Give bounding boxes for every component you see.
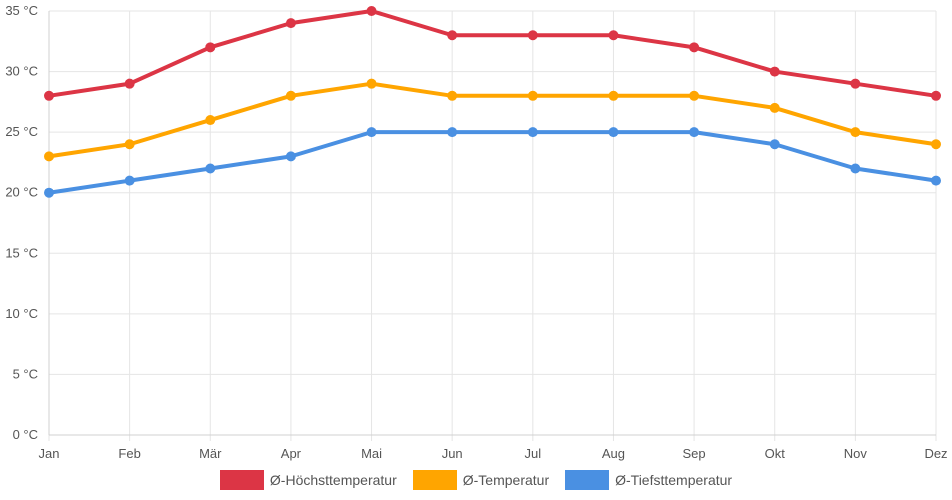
- legend-label: Ø-Tiefsttemperatur: [615, 472, 733, 488]
- data-point: [44, 187, 54, 198]
- data-point: [447, 30, 458, 41]
- legend-item[interactable]: Ø-Tiefsttemperatur: [565, 470, 732, 490]
- series-line-1: [47, 81, 938, 159]
- data-point: [931, 90, 941, 101]
- x-tick-label: Sep: [683, 446, 706, 461]
- data-point: [608, 30, 619, 41]
- x-tick-label: Jan: [39, 446, 60, 461]
- data-point: [285, 151, 296, 162]
- data-point: [366, 127, 377, 138]
- data-point: [527, 30, 538, 41]
- data-point: [205, 115, 216, 126]
- data-point: [124, 175, 135, 186]
- data-point: [124, 139, 135, 150]
- y-tick-label: 5 °C: [13, 366, 38, 381]
- data-point: [447, 127, 458, 138]
- data-point: [285, 90, 296, 101]
- data-point: [44, 151, 54, 162]
- data-point: [850, 163, 861, 174]
- data-point: [608, 90, 619, 101]
- y-tick-label: 25 °C: [5, 124, 38, 139]
- data-point: [769, 66, 780, 77]
- legend-swatch: [219, 470, 264, 490]
- data-point: [447, 90, 458, 101]
- x-tick-label: Okt: [765, 446, 786, 461]
- y-tick-label: 20 °C: [5, 185, 38, 200]
- x-tick-label: Aug: [602, 446, 625, 461]
- x-tick-label: Jun: [442, 446, 463, 461]
- chart-legend: Ø-Höchsttemperatur Ø-Temperatur Ø-Tiefstte…: [0, 470, 952, 490]
- data-point: [527, 127, 538, 138]
- legend-swatch: [412, 470, 457, 490]
- x-tick-label: Feb: [118, 446, 140, 461]
- series-line-0: [47, 9, 938, 98]
- x-tick-label: Dez: [924, 446, 947, 461]
- data-point: [850, 127, 861, 138]
- y-tick-label: 0 °C: [13, 427, 38, 442]
- y-tick-label: 30 °C: [5, 64, 38, 79]
- x-tick-label: Nov: [844, 446, 868, 461]
- x-tick-label: Jul: [525, 446, 542, 461]
- data-point: [205, 163, 216, 174]
- legend-label: Ø-Höchsttemperatur: [269, 472, 397, 488]
- x-tick-label: Mai: [361, 446, 382, 461]
- legend-item[interactable]: Ø-Temperatur: [412, 470, 550, 490]
- y-tick-label: 10 °C: [5, 306, 38, 321]
- data-point: [931, 175, 941, 186]
- y-tick-label: 35 °C: [5, 3, 38, 18]
- x-tick-label: Apr: [281, 446, 302, 461]
- data-point: [850, 78, 861, 89]
- data-point: [366, 6, 377, 16]
- data-point: [931, 139, 941, 150]
- legend-swatch: [565, 470, 610, 490]
- x-tick-label: Mär: [199, 446, 222, 461]
- data-point: [205, 42, 216, 53]
- data-point: [689, 42, 700, 53]
- data-point: [689, 127, 700, 138]
- data-point: [124, 78, 135, 89]
- y-tick-label: 15 °C: [5, 245, 38, 260]
- legend-item[interactable]: Ø-Höchsttemperatur: [219, 470, 397, 490]
- data-point: [366, 78, 377, 89]
- data-point: [689, 90, 700, 101]
- data-point: [527, 90, 538, 101]
- data-point: [769, 139, 780, 150]
- chart-plot-area: 0 °C 5 °C 10 °C 15 °C 20 °C 25 °C 30 °C 35 °C Ja…: [5, 3, 947, 461]
- legend-label: Ø-Temperatur: [462, 472, 550, 488]
- data-point: [608, 127, 619, 138]
- data-point: [769, 102, 780, 113]
- data-point: [285, 18, 296, 29]
- data-point: [44, 90, 54, 101]
- series-line-2: [47, 130, 938, 195]
